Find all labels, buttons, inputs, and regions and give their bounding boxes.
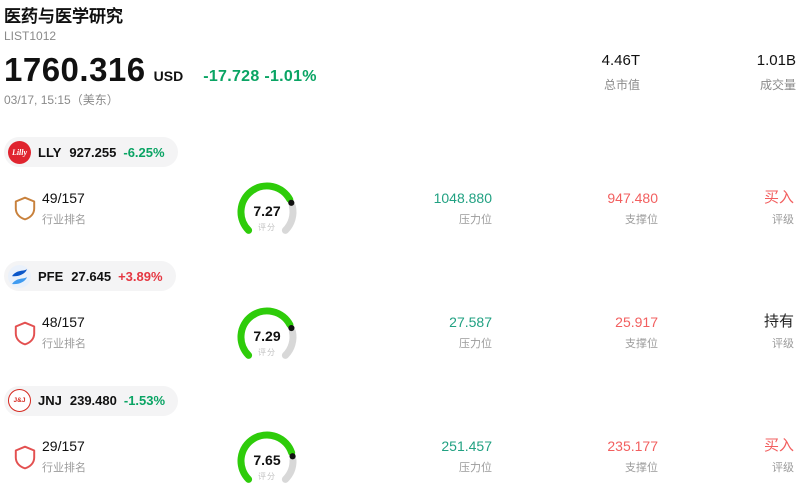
rating-value: 持有 <box>763 313 794 330</box>
rating-label: 评级 <box>772 462 794 474</box>
score-value: 7.65 <box>253 451 281 468</box>
industry-rank-block: 29/157 行业排名 <box>42 438 192 475</box>
page-title: 医药与医学研究 <box>4 7 123 26</box>
stock-metrics: 49/157 行业排名 7.27 评分 1048.880 压力位 947.480 <box>4 176 796 240</box>
industry-rank-label: 行业排名 <box>42 338 86 350</box>
stock-row-pfe: PFE 27.645 +3.89% 48/157 行业排名 7.29 评分 <box>4 261 796 365</box>
industry-rank: 49/157 <box>42 189 85 206</box>
industry-rank-label: 行业排名 <box>42 462 86 474</box>
stock-price: 239.480 <box>69 393 117 408</box>
stock-row-jnj: J&J JNJ 239.480 -1.53% 29/157 行业排名 7.65 <box>4 385 796 488</box>
pressure-value: 1048.880 <box>433 189 492 206</box>
pressure-value: 27.587 <box>449 314 492 330</box>
score-value: 7.29 <box>253 327 281 344</box>
stock-metrics: 29/157 行业排名 7.65 评分 251.457 压力位 235.177 <box>4 425 796 488</box>
industry-rank-block: 49/157 行业排名 <box>42 190 192 227</box>
market-cap-value: 4.46T <box>601 52 640 69</box>
industry-rank-block: 48/157 行业排名 <box>42 314 192 351</box>
stock-row-lly: Lilly LLY 927.255 -6.25% 49/157 行业排名 7.2… <box>4 137 796 240</box>
stock-price: 27.645 <box>71 268 112 284</box>
header: 医药与医学研究 LIST1012 1760.316 USD -17.728 -1… <box>4 6 796 107</box>
support-value: 235.177 <box>607 438 658 454</box>
score-label: 评分 <box>258 223 276 232</box>
list-id: LIST1012 <box>4 29 57 43</box>
pressure-label: 压力位 <box>459 213 492 226</box>
stock-price: 927.255 <box>69 144 117 160</box>
volume-value: 1.01B <box>756 52 796 69</box>
stock-list: Lilly LLY 927.255 -6.25% 49/157 行业排名 7.2… <box>4 137 796 488</box>
lly-logo-icon: Lilly <box>8 140 31 164</box>
industry-rank-label: 行业排名 <box>42 213 86 226</box>
support-label: 支撑位 <box>625 462 658 474</box>
rating-value: 买入 <box>763 437 794 454</box>
index-price: 1760.316 <box>4 51 146 88</box>
volume-label: 成交量 <box>759 78 796 92</box>
support-label: 支撑位 <box>625 338 658 350</box>
stock-change: -6.25% <box>123 144 165 160</box>
ticker: JNJ <box>38 393 62 408</box>
support-label: 支撑位 <box>625 213 658 226</box>
index-change: -17.728 -1.01% <box>203 68 317 85</box>
rating-label: 评级 <box>772 213 794 226</box>
score-label: 评分 <box>258 471 276 481</box>
market-cap-label: 总市值 <box>603 78 640 92</box>
pressure-label: 压力位 <box>459 338 492 350</box>
rank-shield-icon <box>12 320 42 346</box>
rating-value: 买入 <box>763 188 794 206</box>
score-value: 7.27 <box>253 203 281 219</box>
stock-pill-jnj[interactable]: J&J JNJ 239.480 -1.53% <box>4 385 179 416</box>
support-value: 25.917 <box>615 314 658 330</box>
rank-shield-icon <box>12 444 42 470</box>
industry-rank: 48/157 <box>42 314 85 330</box>
ticker: LLY <box>38 144 62 160</box>
volume-stat: 1.01B 成交量 <box>757 52 796 92</box>
stock-metrics: 48/157 行业排名 7.29 评分 27.587 压力位 25.917 <box>4 301 796 365</box>
jnj-logo-icon: J&J <box>8 389 31 412</box>
market-cap-stat: 4.46T 总市值 <box>602 52 640 92</box>
currency-label: USD <box>153 68 184 84</box>
support-value: 947.480 <box>607 189 658 206</box>
score-label: 评分 <box>258 347 276 357</box>
stock-change: +3.89% <box>118 268 163 284</box>
score-gauge: 7.65 评分 <box>225 426 309 488</box>
ticker: PFE <box>38 268 64 284</box>
stock-change: -1.53% <box>123 393 166 408</box>
quote-timestamp: 03/17, 15:15（美东） <box>4 93 119 107</box>
industry-rank: 29/157 <box>42 438 85 454</box>
rank-shield-icon <box>12 195 42 221</box>
stock-pill-lly[interactable]: Lilly LLY 927.255 -6.25% <box>4 137 178 167</box>
pfe-logo-icon <box>8 264 31 288</box>
pressure-label: 压力位 <box>459 462 492 474</box>
index-price-row: 1760.316 USD -17.728 -1.01% <box>4 52 796 88</box>
rating-label: 评级 <box>772 338 794 350</box>
score-gauge: 7.29 评分 <box>225 302 309 364</box>
stock-pill-pfe[interactable]: PFE 27.645 +3.89% <box>4 261 176 291</box>
score-gauge: 7.27 评分 <box>225 177 309 239</box>
pressure-value: 251.457 <box>441 438 492 454</box>
